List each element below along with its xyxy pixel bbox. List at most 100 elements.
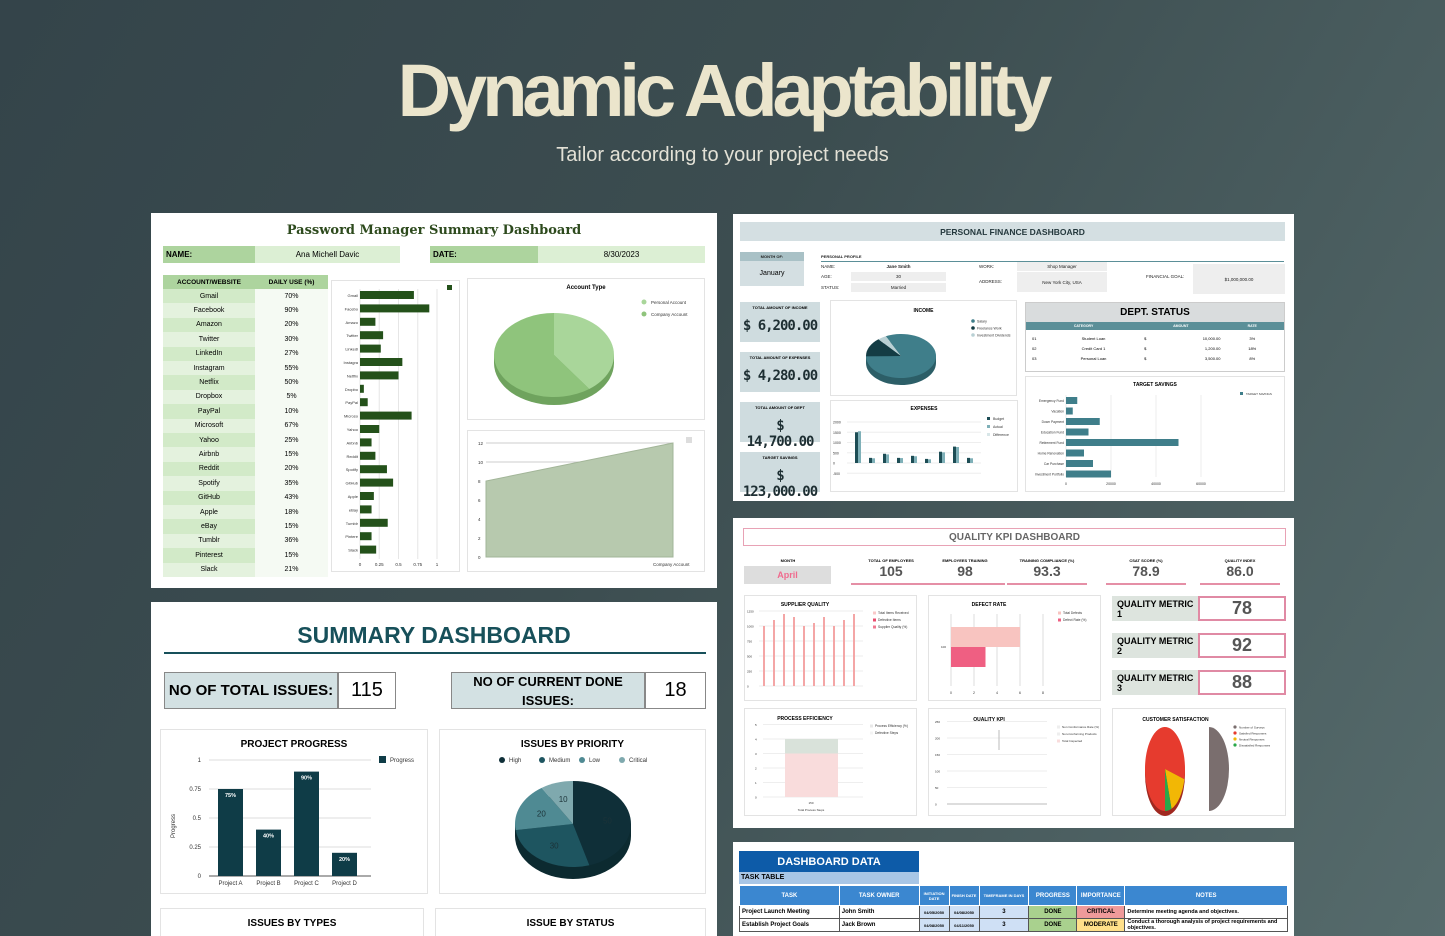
tick-label: 250 <box>935 720 940 724</box>
legend-swatch <box>1057 732 1060 736</box>
legend-label: High <box>509 758 521 764</box>
supplier-quality-chart: SUPPLIER QUALITY 0 250 500 750 1000 1250 Total… <box>744 595 917 701</box>
bar-label: Pintere <box>345 534 358 539</box>
bar-label: Tumblr <box>346 521 359 526</box>
legend-label: Neutral Responses <box>1239 738 1265 742</box>
name-label: NAME: <box>821 264 836 269</box>
table-row: Tumblr 36% <box>163 533 328 549</box>
daily-use: 43% <box>255 490 328 505</box>
bar-label: Project B <box>256 881 280 887</box>
legend-swatch <box>971 333 975 337</box>
account-name: PayPal <box>197 407 221 415</box>
legend-swatch <box>641 299 647 305</box>
account-name: Yahoo <box>199 436 219 444</box>
bar-label: Down Payment <box>1042 420 1064 424</box>
chart-title: QUALITY KPI <box>973 717 1005 723</box>
legend-swatch <box>619 757 625 763</box>
tick-label: 0 <box>833 462 835 466</box>
tick-label: 0.25 <box>375 562 384 567</box>
legend-swatch <box>447 285 452 290</box>
category-label: 150 <box>808 801 813 805</box>
cell-task: Establish Project Goals <box>739 918 840 932</box>
tick-label: 8 <box>478 479 481 484</box>
tick-label: 20000 <box>1106 482 1116 486</box>
tick-label: 6 <box>1019 691 1021 695</box>
dept-status-table: DEPT. STATUS CATEGORY AMOUNT RATE 01 Stud… <box>1025 302 1285 372</box>
daily-use: 35% <box>255 476 328 491</box>
project-progress-chart: PROJECT PROGRESS 0 0.25 0.5 0.75 1 Progress 75… <box>160 729 428 894</box>
tick-label: 2000 <box>833 421 841 425</box>
daily-use: 15% <box>255 519 328 534</box>
savings-bar <box>1066 470 1111 478</box>
budget-bar <box>897 457 900 463</box>
dashboard-title: SUMMARY DASHBOARD <box>297 622 571 648</box>
cell-finish: 04/08/2050 <box>948 905 980 919</box>
legend-swatch <box>873 625 876 629</box>
cell-owner: Jack Brown <box>838 918 920 932</box>
legend-swatch <box>1057 739 1060 743</box>
kpi-label: QUALITY INDEX <box>1224 558 1256 563</box>
daily-use: 20% <box>255 317 328 333</box>
legend-label: TARGET SAVINGS <box>1246 392 1272 396</box>
bar-label: Project A <box>218 881 242 887</box>
bar-value: 75% <box>225 793 236 799</box>
progress-bar <box>218 789 243 876</box>
legend-label: Total Defects <box>1063 611 1082 615</box>
dept-rate: 3% <box>1249 335 1256 341</box>
tick-label: 750 <box>747 640 752 644</box>
address-value: New York City, USA <box>1017 272 1107 292</box>
chart-title: CUSTOMER SATISFACTION <box>1142 717 1209 723</box>
income-pie-chart: INCOME Salary Freelance Work Investment Di… <box>830 300 1017 396</box>
quality-kpi-chart: QUALITY KPI 0 50 100 150 200 250 Non Conforman… <box>928 708 1101 816</box>
legend-label: Difference <box>993 433 1009 437</box>
bar-label: Gmail <box>348 293 359 298</box>
chart-title: ISSUES BY TYPES <box>247 918 337 929</box>
process-efficiency-bar <box>785 753 838 797</box>
daily-use: 10% <box>255 404 328 419</box>
kpi-card: TARGET SAVINGS $ 123,000.00 <box>740 452 820 500</box>
table-row: Airbnb 15% <box>163 447 328 462</box>
savings-bar <box>1066 407 1073 415</box>
done-issues-label: NO OF CURRENT DONE ISSUES: <box>451 672 645 709</box>
tick-label: 5 <box>755 723 757 727</box>
bar-label: Yahoo <box>347 427 359 432</box>
summary.priority.slices-slice <box>541 781 573 824</box>
actual-bar <box>942 452 945 463</box>
tick-label: 1500 <box>833 431 841 435</box>
legend-label: Actual <box>993 425 1003 429</box>
cell-days: 3 <box>978 905 1030 919</box>
date-value: 8/30/2023 <box>538 246 705 263</box>
daily-use: 70% <box>255 289 328 304</box>
items-received-bar <box>793 617 795 686</box>
quality-kpi-dashboard: QUALITY KPI DASHBOARD SUPPLIER QUALITY 0… <box>733 518 1294 828</box>
dept-row: 01 Student Loan $10,000.00 3% <box>1026 333 1284 343</box>
legend-label: Personal Account <box>651 300 687 305</box>
legend-swatch <box>1233 725 1237 729</box>
kpi-value: $ 123,000.00 <box>742 468 818 500</box>
name-value: Jane Smith <box>886 264 911 269</box>
dept-currency: $ <box>1144 355 1147 361</box>
legend-label: Low <box>589 758 601 764</box>
table-row: Gmail 70% <box>163 289 328 304</box>
month-value: January <box>740 261 804 286</box>
usage-bar <box>360 371 399 380</box>
usage-bar <box>360 291 414 299</box>
date-label: DATE: <box>430 246 538 263</box>
tick-label: 4 <box>996 691 998 695</box>
savings-bar <box>1066 449 1084 457</box>
bar-label: Netflix <box>347 373 358 378</box>
bar-label: Apple <box>348 494 359 499</box>
dept-rate: 8% <box>1249 355 1256 361</box>
kpi-label: TOTAL OF EMPLOYEES <box>868 558 914 563</box>
kpi-value: 93.3 <box>1007 563 1087 585</box>
items-received-bar <box>763 626 765 686</box>
usage-bar <box>360 304 430 313</box>
table-row: Pinterest 15% <box>163 548 328 563</box>
col-rate: RATE <box>1247 324 1257 328</box>
tick-label: 1000 <box>833 441 841 445</box>
legend-label: Defect Rate (%) <box>1063 618 1086 622</box>
summary-dashboard: SUMMARY DASHBOARD NO OF TOTAL ISSUES: 11… <box>151 602 717 936</box>
col-category: CATEGORY <box>1073 324 1094 328</box>
daily-use: 55% <box>255 361 328 376</box>
actual-bar <box>858 431 861 463</box>
